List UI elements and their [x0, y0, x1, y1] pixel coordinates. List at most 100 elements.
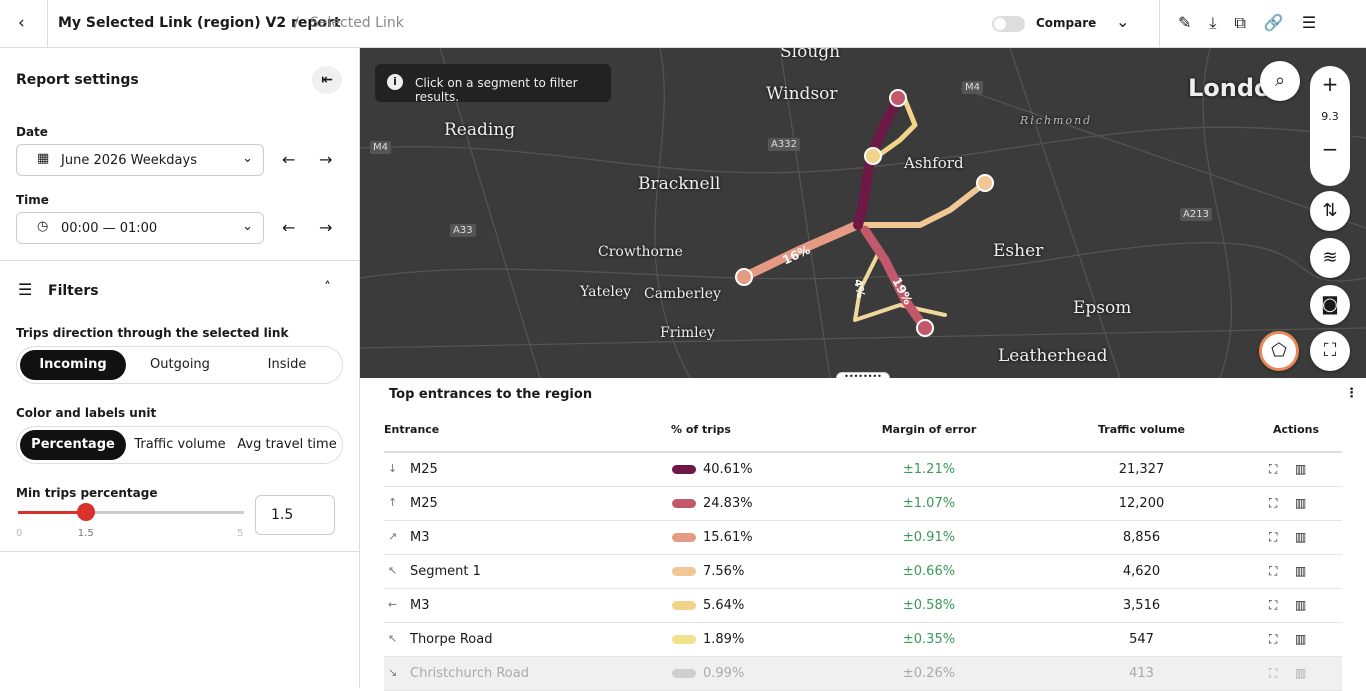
info-text: Click on a segment to filter results. — [415, 76, 578, 104]
zoom-out[interactable]: − — [1321, 137, 1339, 161]
focus-action[interactable]: ⛶ — [1269, 564, 1278, 578]
chart-action[interactable]: ▥ — [1295, 564, 1307, 578]
next-time[interactable]: → — [319, 218, 333, 237]
table-menu[interactable]: ⋮ — [1345, 386, 1358, 401]
table-header: Entrance % of trips Margin of error Traf… — [384, 417, 1342, 453]
map-routes — [360, 48, 1366, 378]
column-header: Entrance — [384, 423, 440, 436]
chart-action[interactable]: ▥ — [1295, 462, 1307, 476]
slider-knob[interactable] — [76, 503, 95, 521]
compare-toggle[interactable] — [992, 16, 1025, 32]
focus-action[interactable]: ⛶ — [1269, 632, 1278, 646]
focus-action[interactable]: ⛶ — [1269, 496, 1278, 510]
margin-of-error: ±0.26% — [902, 666, 956, 681]
table-row[interactable]: ↓ M25 40.61% ±1.21% 21,327 ⛶ ▥ — [384, 453, 1342, 487]
traffic-volume: 547 — [1129, 632, 1154, 647]
traffic-volume: 3,516 — [1122, 598, 1161, 613]
chart-action[interactable]: ▥ — [1295, 632, 1307, 646]
next-date[interactable]: → — [319, 150, 333, 169]
column-header: % of trips — [671, 423, 731, 436]
unit-option[interactable]: Percentage — [20, 430, 126, 460]
color-swatch — [672, 601, 696, 610]
focus-action[interactable]: ⛶ — [1269, 666, 1278, 680]
chart-action[interactable]: ▥ — [1295, 666, 1307, 680]
prev-date[interactable]: ← — [282, 150, 296, 169]
table-title: Top entrances to the region — [389, 387, 593, 402]
zoom-in[interactable]: + — [1321, 72, 1339, 96]
place-label: Camberley — [644, 286, 721, 302]
margin-of-error: ±1.07% — [902, 496, 956, 511]
focus-action[interactable]: ⛶ — [1269, 530, 1278, 544]
search-button[interactable]: ⌕ — [1260, 61, 1300, 101]
focus-action[interactable]: ⛶ — [1269, 462, 1278, 476]
chart-action[interactable]: ▥ — [1295, 598, 1307, 612]
table-row[interactable]: ↖ Thorpe Road 1.89% ±0.35% 547 ⛶ ▥ — [384, 623, 1342, 657]
slider-max: 5 — [237, 528, 244, 539]
time-select[interactable]: ◷ 00:00 — 01:00 ⌄ — [16, 212, 264, 244]
place-label: Ashford — [904, 154, 964, 172]
layers-button[interactable]: ≋ — [1310, 238, 1350, 278]
table-row[interactable]: ↑ M25 24.83% ±1.07% 12,200 ⛶ ▥ — [384, 487, 1342, 521]
entrance: M25 — [410, 462, 438, 477]
unit-option[interactable]: Traffic volume — [134, 437, 226, 452]
min-trips-input[interactable]: 1.5 — [255, 495, 335, 535]
direction-option[interactable]: Outgoing — [150, 357, 210, 372]
time-value: 00:00 — 01:00 — [61, 221, 158, 236]
back-button[interactable]: ‹ — [18, 13, 25, 33]
entrance: M3 — [410, 598, 430, 613]
zoom-level: 9.3 — [1321, 110, 1339, 123]
fit-button[interactable]: ⛶ — [1310, 331, 1350, 371]
time-label: Time — [16, 193, 49, 207]
traffic-volume: 12,200 — [1118, 496, 1165, 511]
place-label: Reading — [444, 120, 516, 140]
slider-track[interactable] — [18, 503, 244, 521]
header: ‹ My Selected Link (region) V2 report / … — [0, 0, 1366, 48]
compare-dropdown[interactable]: ⌄ — [1116, 12, 1130, 31]
date-select[interactable]: ▦ June 2026 Weekdays ⌄ — [16, 144, 264, 176]
breadcrumb[interactable]: Selected Link — [310, 15, 404, 31]
collapse-button[interactable]: ⇤ — [312, 66, 342, 94]
direction-icon: ↗ — [388, 530, 398, 543]
road-label: A213 — [1180, 208, 1212, 221]
divider — [0, 260, 359, 261]
resize-handle[interactable]: •••••••• — [836, 372, 890, 378]
direction-selector: Incoming Outgoing Inside — [16, 346, 343, 384]
prev-time[interactable]: ← — [282, 218, 296, 237]
info-banner: i Click on a segment to filter results. — [375, 64, 611, 104]
table-row[interactable]: ↖ Segment 1 7.56% ±0.66% 4,620 ⛶ ▥ — [384, 555, 1342, 589]
unit-option[interactable]: Avg travel time — [237, 437, 337, 452]
filters-icon: ☰ — [18, 280, 33, 299]
place-label: Crowthorne — [598, 244, 683, 260]
table-row[interactable]: ↘ Christchurch Road 0.99% ±0.26% 413 ⛶ ▥ — [384, 657, 1342, 691]
table-row[interactable]: ↗ M3 15.61% ±0.91% 8,856 ⛶ ▥ — [384, 521, 1342, 555]
road-label: A33 — [450, 224, 476, 237]
direction-icon: ↓ — [388, 462, 398, 475]
traffic-volume: 21,327 — [1118, 462, 1165, 477]
traffic-volume: 8,856 — [1122, 530, 1161, 545]
chart-action[interactable]: ▥ — [1295, 496, 1307, 510]
slider-fill — [18, 511, 86, 514]
road-label: M4 — [962, 81, 983, 94]
chart-action[interactable]: ▥ — [1295, 530, 1307, 544]
color-swatch — [672, 669, 696, 678]
direction-option[interactable]: Inside — [267, 357, 307, 372]
direction-icon: ↖ — [388, 564, 398, 577]
table-row[interactable]: ← M3 5.64% ±0.58% 3,516 ⛶ ▥ — [384, 589, 1342, 623]
trip-share: 7.56% — [703, 564, 745, 579]
trip-share: 0.99% — [703, 666, 745, 681]
place-label: Frimley — [660, 325, 715, 341]
screenshot-button[interactable]: ◙ — [1310, 285, 1350, 325]
toolbar-icons[interactable]: ✎⤓⧉🔗☰ — [1178, 13, 1335, 32]
focus-action[interactable]: ⛶ — [1269, 598, 1278, 612]
filters-toggle[interactable]: ˄ — [324, 280, 331, 296]
map[interactable]: i Click on a segment to filter results. S… — [360, 48, 1366, 378]
unit-label: Color and labels unit — [16, 406, 157, 420]
swap-button[interactable]: ⇅ — [1310, 191, 1350, 231]
report-title: My Selected Link (region) V2 report — [58, 15, 341, 31]
slider-min: 0 — [16, 528, 23, 539]
slider-value: 1.5 — [77, 528, 94, 539]
direction-option[interactable]: Incoming — [20, 350, 126, 380]
direction-icon: ↖ — [388, 632, 398, 645]
region-button[interactable]: ⬠ — [1259, 331, 1299, 371]
